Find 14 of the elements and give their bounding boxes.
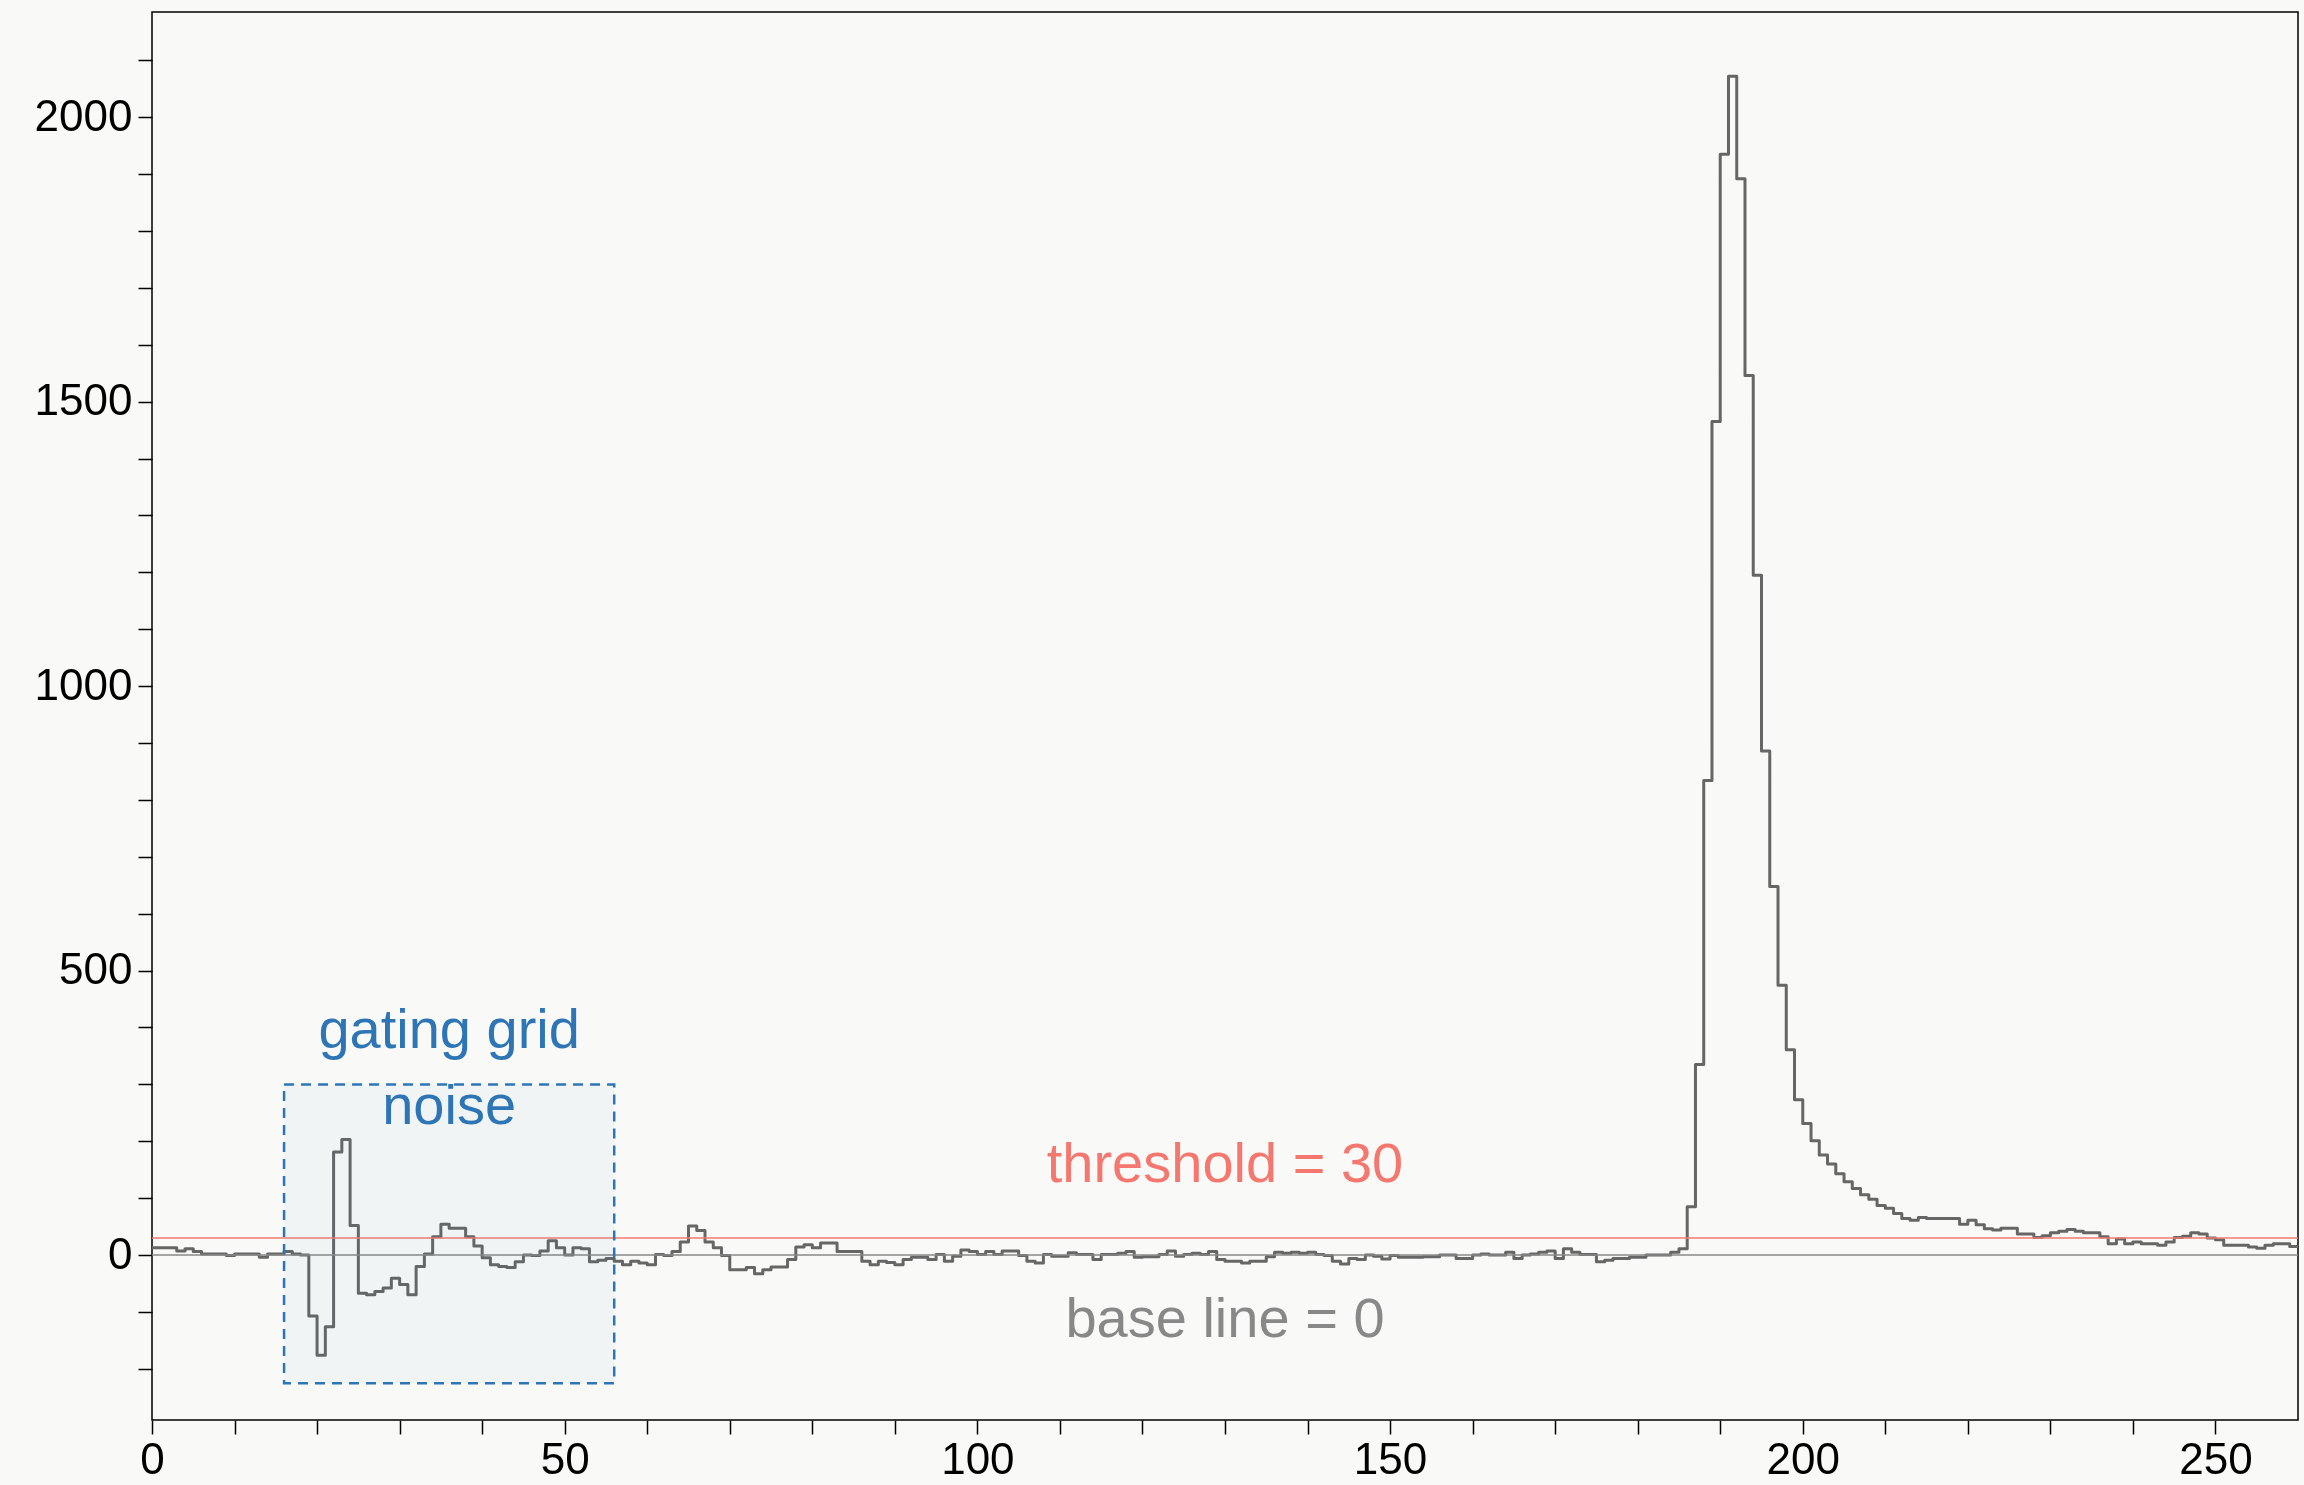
x-tick-label: 100: [941, 1433, 1015, 1483]
y-tick-label: 500: [59, 944, 133, 994]
y-tick-label: 2000: [34, 90, 133, 140]
x-tick-label: 250: [2179, 1433, 2253, 1483]
y-tick-label: 0: [108, 1228, 133, 1278]
ref-line-label: base line = 0: [1065, 1286, 1385, 1350]
x-tick-label: 0: [140, 1433, 165, 1483]
y-tick-label: 1000: [34, 659, 133, 709]
ref-line-label: threshold = 30: [1046, 1130, 1404, 1194]
x-tick-label: 50: [540, 1433, 590, 1483]
x-tick-label: 150: [1353, 1433, 1428, 1483]
band-label: gating grid noise: [318, 996, 580, 1136]
x-tick-label: 200: [1766, 1433, 1840, 1483]
y-tick-label: 1500: [34, 375, 133, 425]
